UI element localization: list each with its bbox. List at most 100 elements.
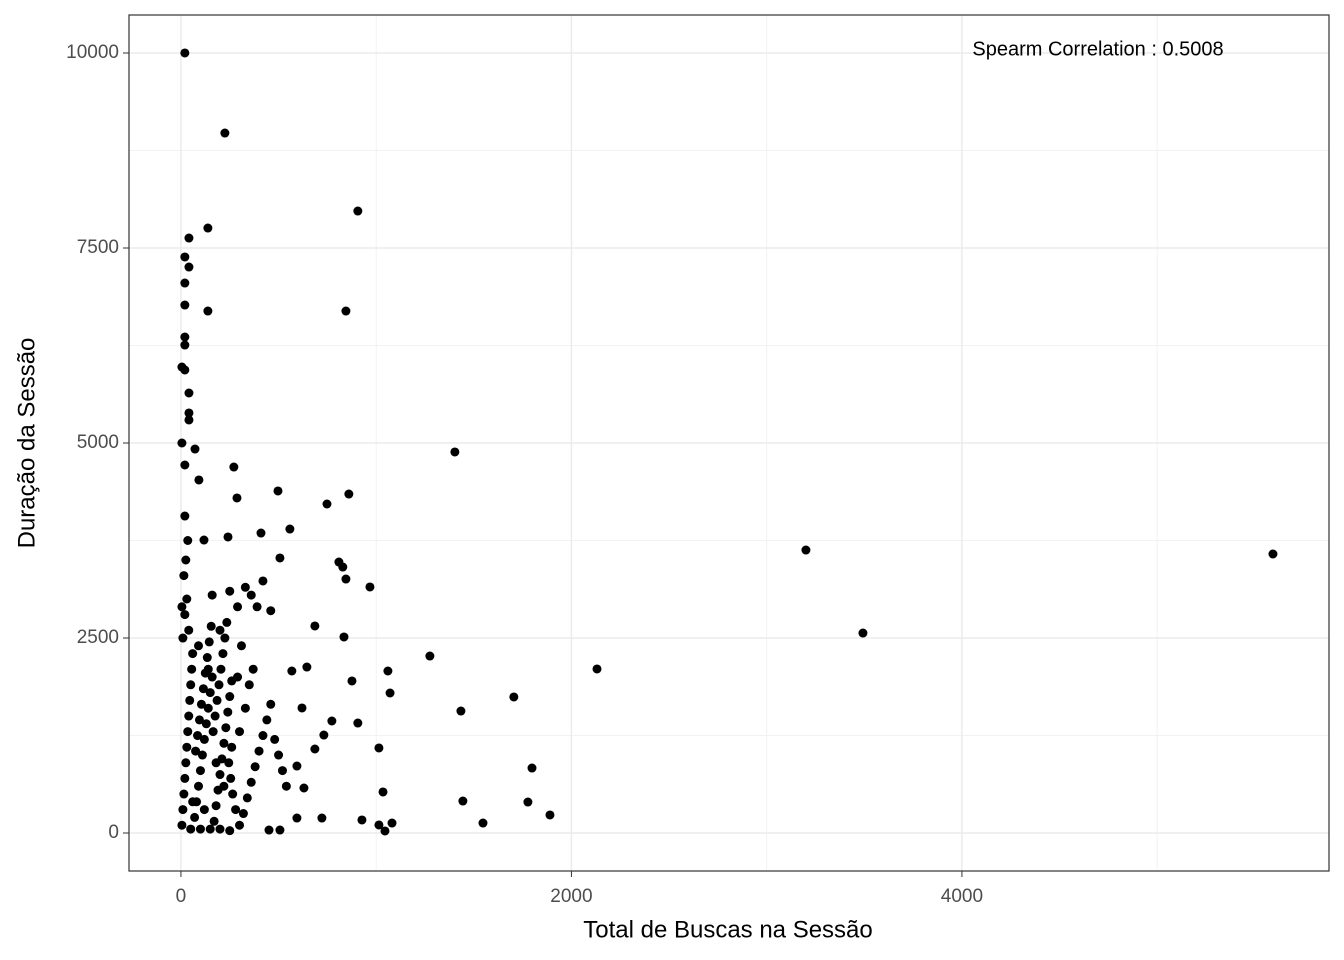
point xyxy=(801,545,811,555)
point xyxy=(1268,549,1278,559)
point xyxy=(197,750,207,760)
point xyxy=(347,676,357,686)
point xyxy=(190,444,200,454)
point xyxy=(244,680,254,690)
point xyxy=(188,649,198,659)
point xyxy=(527,763,537,773)
point xyxy=(181,555,191,565)
point xyxy=(184,415,194,425)
point xyxy=(203,306,213,316)
point xyxy=(221,723,231,733)
point xyxy=(210,711,220,721)
point xyxy=(374,743,384,753)
y-tick-label: 0 xyxy=(108,822,119,843)
x-tick-label: 4000 xyxy=(941,886,983,907)
point xyxy=(235,820,245,830)
point xyxy=(207,672,217,682)
point xyxy=(195,766,205,776)
point xyxy=(383,666,393,676)
point xyxy=(275,825,285,835)
point xyxy=(353,718,363,728)
point xyxy=(194,715,204,725)
annotation: Spearm Correlation : 0.5008 xyxy=(972,38,1223,60)
point xyxy=(180,340,190,350)
point xyxy=(178,805,188,815)
point xyxy=(184,408,194,418)
x-axis-title: Total de Buscas na Sessão xyxy=(583,916,873,943)
point xyxy=(208,727,218,737)
point xyxy=(281,781,291,791)
point xyxy=(248,664,258,674)
point xyxy=(302,662,312,672)
point xyxy=(478,818,488,828)
point xyxy=(194,475,204,485)
point xyxy=(180,511,190,521)
point xyxy=(188,797,198,807)
point xyxy=(216,664,226,674)
point xyxy=(180,460,190,470)
point xyxy=(205,688,215,698)
point xyxy=(232,493,242,503)
point xyxy=(224,758,234,768)
point xyxy=(231,805,241,815)
point xyxy=(387,818,397,828)
point xyxy=(190,812,200,822)
point xyxy=(425,651,435,661)
point xyxy=(199,734,209,744)
point xyxy=(180,773,190,783)
point xyxy=(182,594,192,604)
point xyxy=(203,223,213,233)
point xyxy=(256,528,266,538)
point xyxy=(212,695,222,705)
point xyxy=(226,773,236,783)
point xyxy=(240,582,250,592)
point xyxy=(240,703,250,713)
point xyxy=(184,388,194,398)
point xyxy=(319,730,329,740)
point xyxy=(184,233,194,243)
x-tick-label: 2000 xyxy=(550,886,592,907)
point xyxy=(228,789,238,799)
point xyxy=(242,793,252,803)
point xyxy=(177,438,187,448)
point xyxy=(380,826,390,836)
point xyxy=(222,617,232,627)
point xyxy=(266,699,276,709)
point xyxy=(187,664,197,674)
point xyxy=(183,727,193,737)
y-tick-label: 2500 xyxy=(77,627,119,648)
point xyxy=(214,680,224,690)
point xyxy=(523,797,533,807)
point xyxy=(220,128,230,138)
point xyxy=(258,731,268,741)
point xyxy=(223,532,233,542)
point xyxy=(292,761,302,771)
y-tick-label: 5000 xyxy=(77,432,119,453)
point xyxy=(184,262,194,272)
point xyxy=(266,606,276,616)
point xyxy=(287,666,297,676)
point xyxy=(327,716,337,726)
point xyxy=(341,574,351,584)
point xyxy=(374,820,384,830)
point xyxy=(191,746,201,756)
point xyxy=(275,553,285,563)
point xyxy=(207,590,217,600)
point xyxy=(353,206,363,216)
point xyxy=(223,707,233,717)
point xyxy=(199,535,209,545)
point xyxy=(203,703,213,713)
point xyxy=(365,582,375,592)
point xyxy=(220,633,230,643)
point xyxy=(456,706,466,716)
point xyxy=(179,571,189,581)
point xyxy=(357,815,367,825)
point xyxy=(194,641,204,651)
point xyxy=(185,695,195,705)
point xyxy=(273,486,283,496)
point xyxy=(258,576,268,586)
point xyxy=(178,633,188,643)
point xyxy=(341,306,351,316)
point xyxy=(310,621,320,631)
